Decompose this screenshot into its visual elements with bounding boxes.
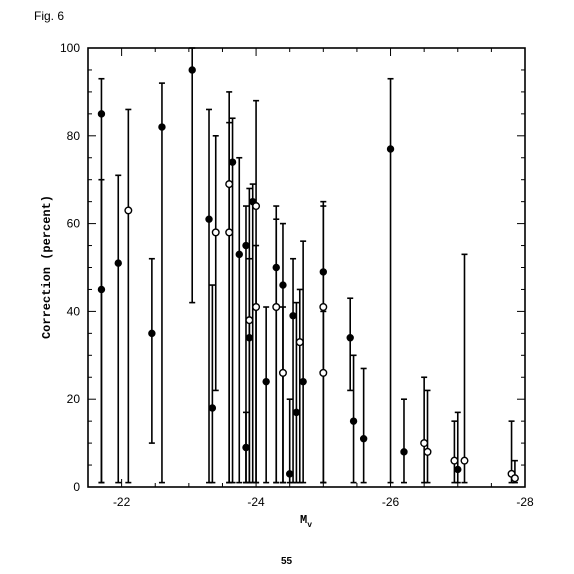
x-axis-title-subscript: v — [307, 521, 312, 530]
open-data-point — [225, 228, 234, 237]
filled-data-point — [208, 404, 217, 412]
filled-data-point — [319, 268, 328, 276]
filled-data-point — [299, 377, 307, 386]
filled-data-point — [205, 215, 213, 223]
error-bars — [98, 47, 518, 484]
filled-data-point — [349, 417, 358, 425]
open-data-point — [423, 447, 432, 456]
filled-data-point — [386, 145, 395, 153]
filled-data-point — [272, 263, 280, 272]
y-tick-label: 60 — [67, 217, 81, 231]
filled-data-point — [292, 408, 301, 417]
tick-labels: -22 -24 -26 -28 0 20 40 60 80 100 — [60, 41, 534, 509]
figure-label: Fig. 6 — [34, 9, 65, 23]
filled-data-point — [285, 470, 294, 478]
y-tick-label: 0 — [73, 480, 80, 494]
filled-data-point — [245, 334, 254, 342]
filled-data-point — [359, 435, 368, 443]
filled-data-point — [454, 465, 462, 474]
open-data-point — [420, 439, 429, 448]
y-tick-label: 100 — [60, 41, 80, 55]
filled-data-point — [228, 158, 237, 166]
filled-data-point — [262, 377, 270, 386]
open-data-point — [450, 456, 459, 465]
y-axis-title: Correction (percent) — [40, 195, 54, 339]
filled-data-point — [114, 259, 122, 267]
filled-data-point — [289, 312, 297, 320]
x-axis-title: Mv — [300, 513, 312, 530]
open-data-point — [278, 368, 287, 377]
filled-data-point — [148, 329, 156, 338]
filled-data-point — [242, 443, 250, 452]
x-tick-label: -28 — [516, 495, 534, 509]
x-tick-label: -26 — [382, 495, 400, 509]
open-data-point — [460, 456, 469, 465]
open-data-point — [272, 303, 281, 312]
filled-data-point — [235, 250, 243, 259]
y-tick-label: 80 — [67, 129, 81, 143]
open-data-point — [319, 303, 328, 312]
x-tick-label: -22 — [113, 495, 131, 509]
filled-data-point — [97, 110, 106, 118]
x-tick-label: -24 — [247, 495, 265, 509]
page-number: 55 — [281, 556, 293, 567]
open-data-point — [245, 316, 254, 325]
open-data-point — [319, 368, 328, 377]
open-data-point — [211, 228, 220, 237]
y-tick-label: 40 — [67, 304, 81, 318]
open-data-point — [252, 202, 261, 211]
open-data-point — [295, 338, 304, 347]
open-data-point — [225, 180, 234, 189]
filled-data-point — [242, 241, 250, 250]
open-data-point — [124, 206, 133, 215]
open-data-point — [510, 474, 519, 483]
filled-data-point — [97, 285, 106, 294]
filled-data-point — [400, 448, 408, 456]
open-data-point — [252, 303, 261, 312]
plot-frame — [87, 47, 526, 488]
filled-data-point — [188, 66, 196, 74]
data-markers — [97, 66, 519, 483]
filled-data-point — [158, 123, 166, 131]
filled-data-point — [346, 334, 354, 342]
y-tick-label: 20 — [67, 392, 81, 406]
axis-ticks — [87, 47, 526, 488]
filled-data-point — [279, 281, 287, 289]
